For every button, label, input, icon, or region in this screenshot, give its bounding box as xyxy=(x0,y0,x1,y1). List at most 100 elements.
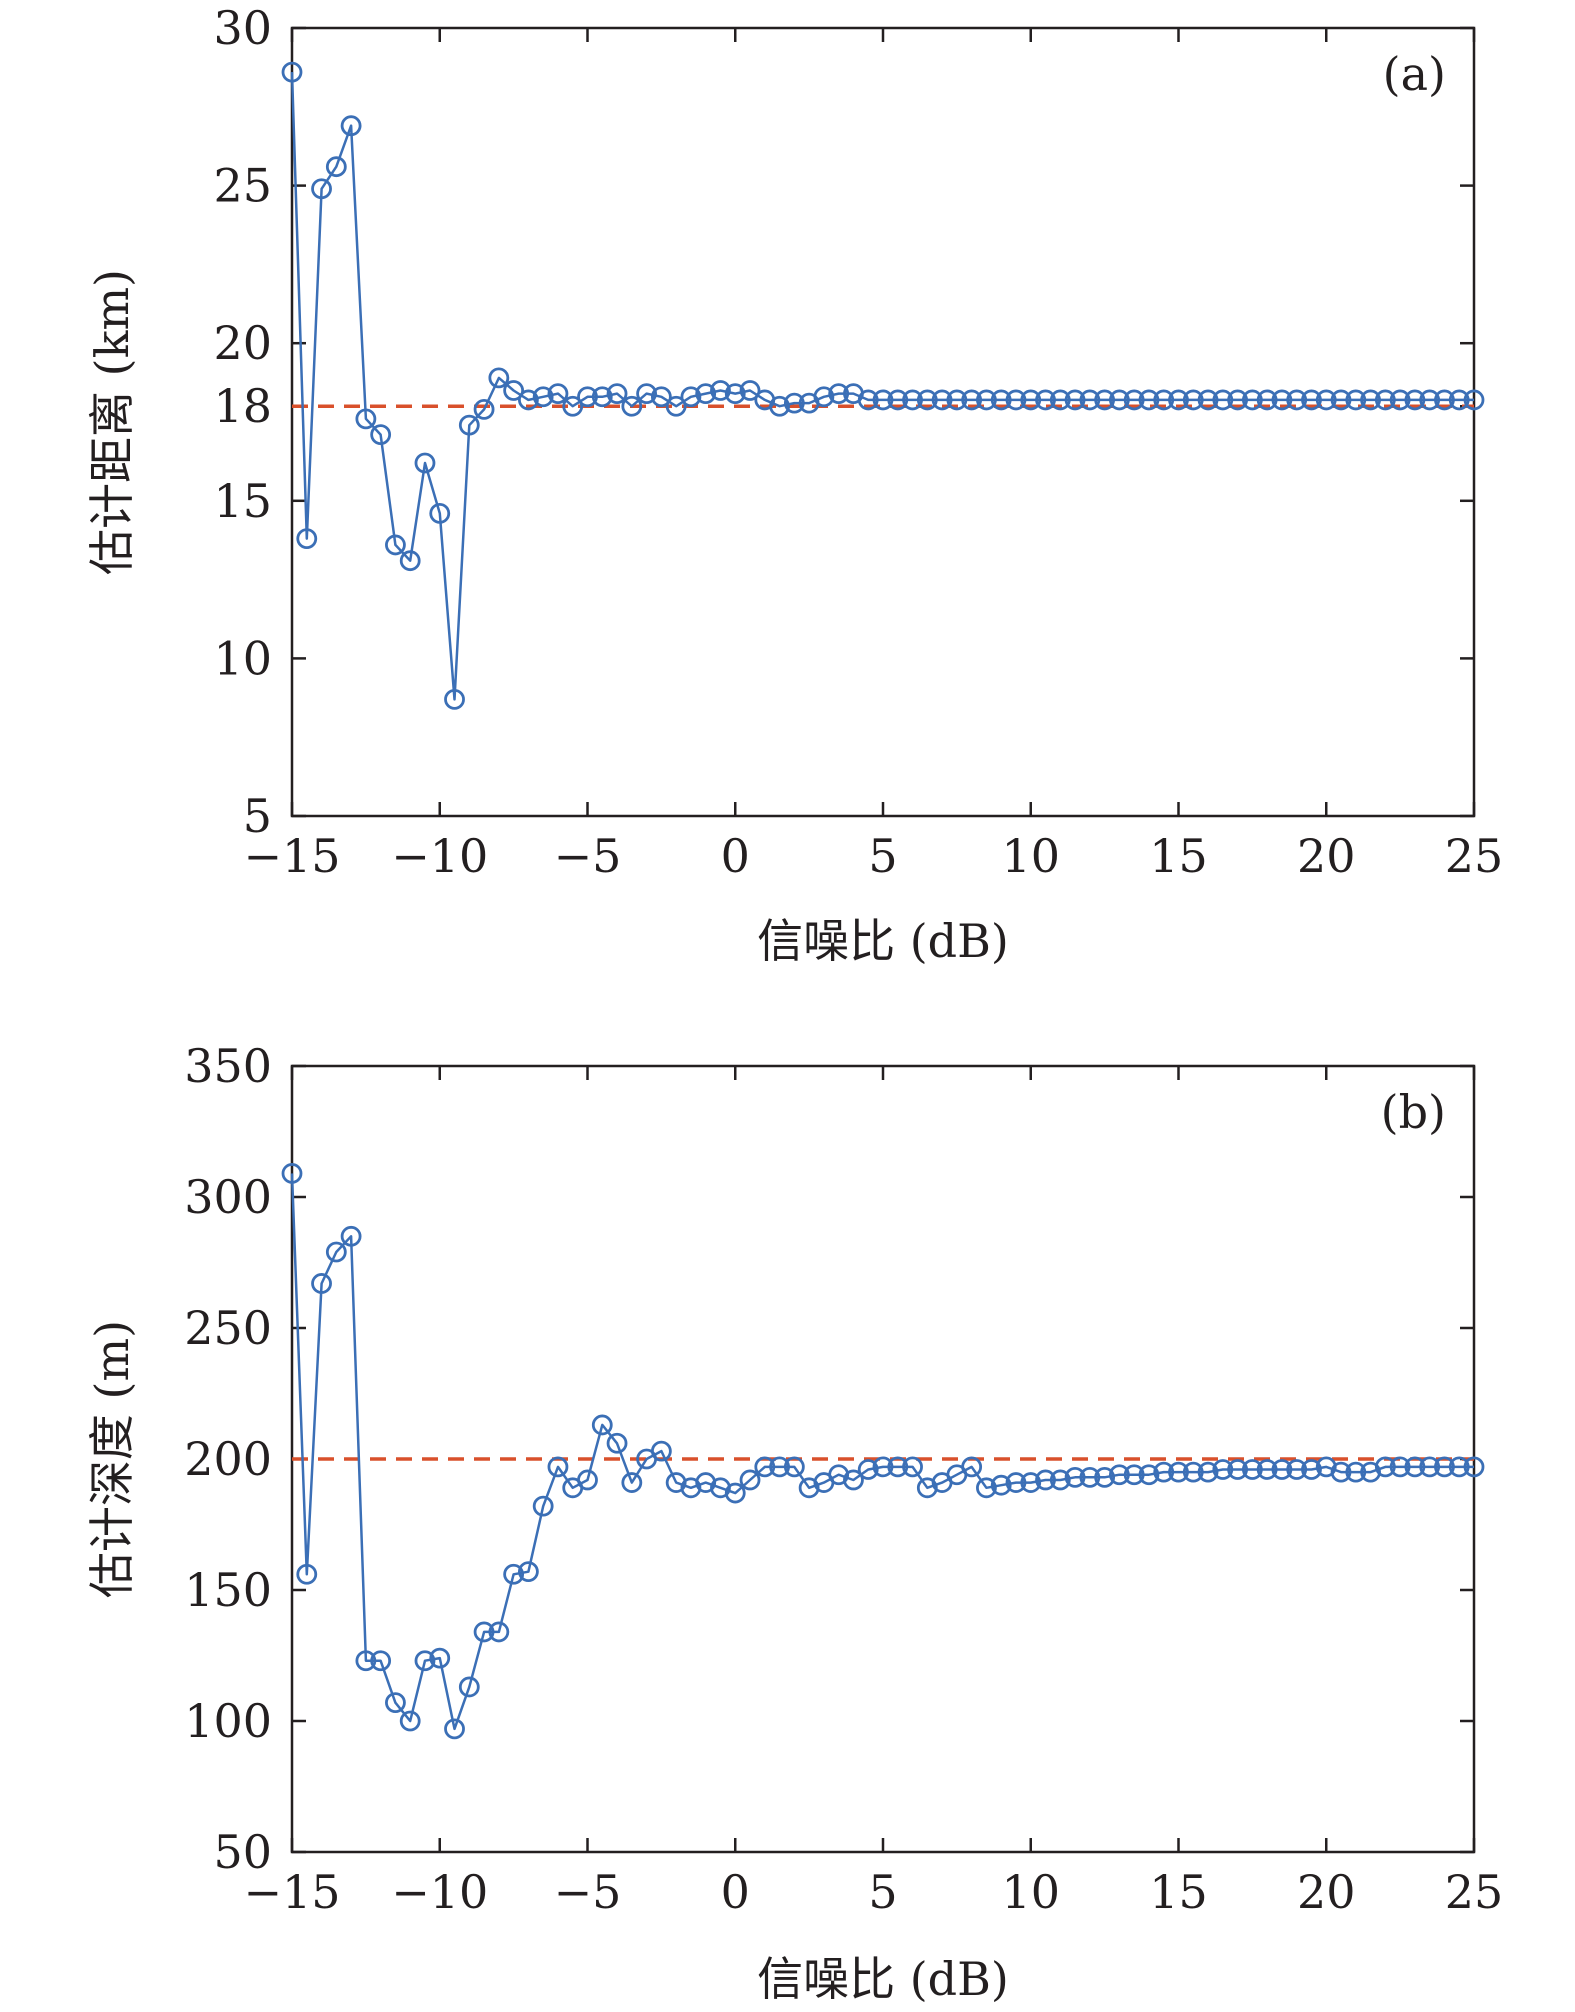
x-tick-label: 0 xyxy=(721,1865,750,1919)
data-point xyxy=(340,1225,362,1247)
y-tick-label: 10 xyxy=(213,631,272,685)
data-point xyxy=(1404,389,1426,411)
series-line xyxy=(290,1173,1474,1731)
data-point xyxy=(325,156,347,178)
data-point xyxy=(355,408,377,430)
data-point xyxy=(1182,1461,1204,1483)
data-point xyxy=(783,1456,805,1478)
data-point xyxy=(591,386,613,408)
data-point xyxy=(1094,1466,1116,1488)
data-point xyxy=(458,414,480,436)
y-tick-label: 20 xyxy=(213,316,272,370)
y-tick-label: 50 xyxy=(213,1825,272,1879)
y-tick-label: 25 xyxy=(213,159,272,213)
y-tick-label: 350 xyxy=(184,1039,272,1093)
data-point xyxy=(1271,1459,1293,1480)
data-point xyxy=(518,1561,539,1583)
data-point xyxy=(385,1692,406,1714)
data-point xyxy=(591,1414,613,1436)
data-point xyxy=(769,1456,790,1478)
data-point xyxy=(621,395,643,417)
x-axis-title: 信噪比 (dB) xyxy=(757,1952,1009,2006)
data-point xyxy=(1330,1461,1352,1483)
data-point xyxy=(340,115,362,137)
x-tick-label: 15 xyxy=(1149,829,1208,883)
data-point xyxy=(311,178,332,200)
data-point xyxy=(1419,1456,1441,1478)
data-point xyxy=(621,1472,643,1493)
data-point xyxy=(946,389,968,411)
data-point xyxy=(828,383,850,405)
data-point xyxy=(650,386,672,408)
data-point xyxy=(710,380,731,401)
data-point xyxy=(577,1469,598,1491)
data-point xyxy=(1035,1469,1056,1491)
data-point xyxy=(872,389,894,411)
data-point xyxy=(1212,389,1234,411)
data-point xyxy=(813,386,835,408)
data-point xyxy=(488,367,510,389)
data-point xyxy=(1153,1461,1175,1483)
data-point xyxy=(296,528,318,550)
data-point xyxy=(1109,1464,1130,1486)
data-point xyxy=(503,1563,525,1585)
data-point xyxy=(1168,1461,1189,1483)
x-tick-label: 5 xyxy=(868,829,897,883)
data-point xyxy=(1227,1459,1248,1480)
data-point xyxy=(1404,1456,1426,1478)
data-point xyxy=(606,383,628,405)
y-tick-label: 30 xyxy=(213,1,272,55)
data-point xyxy=(429,1647,451,1669)
data-point xyxy=(724,1482,746,1504)
data-point xyxy=(857,389,879,411)
data-point xyxy=(1301,389,1322,411)
data-point xyxy=(1419,389,1441,411)
panel-a: −15 −10 −5 0 5 10 15 20 25 5 10 15 18 20 25 30 信噪比 (dB) 估… xyxy=(85,1,1503,968)
data-point xyxy=(739,380,761,401)
y-tick-label: 100 xyxy=(184,1694,272,1748)
panel-b: −15 −10 −5 0 5 10 15 20 25 50 100 150 200 250 300 350 信噪… xyxy=(85,1039,1503,2006)
y-axis-title: 估计深度 (m) xyxy=(85,1320,139,1598)
data-point xyxy=(399,550,421,572)
data-point xyxy=(961,389,983,411)
data-point xyxy=(577,386,598,408)
data-point xyxy=(1434,1456,1455,1478)
data-point xyxy=(1020,1472,1042,1493)
data-point xyxy=(1035,389,1056,411)
data-point xyxy=(902,1456,923,1478)
data-point xyxy=(1182,389,1204,411)
x-tick-label: 20 xyxy=(1297,829,1356,883)
x-tick-label: 0 xyxy=(721,829,750,883)
data-point xyxy=(488,1621,510,1643)
data-point xyxy=(1138,389,1160,411)
data-point xyxy=(355,1650,377,1672)
data-point xyxy=(1064,389,1086,411)
data-point xyxy=(1064,1466,1086,1488)
data-point xyxy=(1271,389,1293,411)
data-point xyxy=(976,1477,997,1499)
data-point xyxy=(1241,1459,1263,1480)
panel-label: (b) xyxy=(1381,1085,1446,1139)
data-point xyxy=(414,1650,436,1672)
data-point xyxy=(1463,1456,1485,1478)
data-point xyxy=(370,424,392,446)
data-point xyxy=(990,389,1012,411)
data-point xyxy=(739,1469,761,1491)
data-point xyxy=(414,452,436,474)
data-point xyxy=(1330,389,1352,411)
y-tick-label: 15 xyxy=(213,474,272,528)
data-point xyxy=(857,1459,879,1480)
data-point xyxy=(961,1456,983,1478)
data-point xyxy=(1345,1461,1367,1483)
data-point xyxy=(1256,1459,1278,1480)
data-point xyxy=(532,1495,554,1517)
data-point xyxy=(754,1456,776,1478)
x-tick-label: 5 xyxy=(868,1865,897,1919)
x-tick-label: −15 xyxy=(243,829,340,883)
data-point xyxy=(1286,389,1308,411)
x-tick-label: −10 xyxy=(391,1865,488,1919)
data-point xyxy=(902,389,923,411)
data-point xyxy=(385,534,406,556)
y-tick-label: 300 xyxy=(184,1170,272,1224)
